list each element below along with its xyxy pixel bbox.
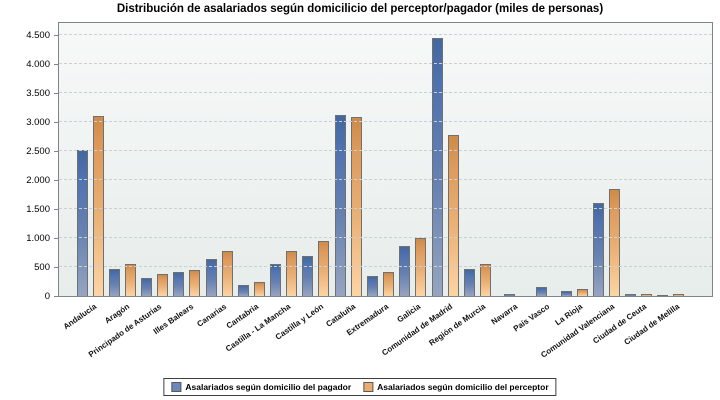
bar-group	[300, 23, 332, 296]
y-tick-mark	[54, 238, 58, 239]
bar-orange-2	[124, 264, 136, 296]
bar-orange-1	[92, 115, 104, 296]
bar-group	[106, 23, 138, 296]
gridline	[59, 179, 712, 180]
gridline	[59, 237, 712, 238]
legend-swatch-icon	[171, 382, 182, 392]
bar-orange-10	[383, 272, 395, 296]
bar-group	[558, 23, 590, 296]
bar-blue-15	[536, 287, 548, 296]
y-tick-label: 3.000	[26, 117, 50, 128]
gridline	[59, 63, 712, 64]
y-tick-label: 4.000	[26, 59, 50, 70]
bar-blue-4	[173, 271, 185, 296]
y-tick-label: 4.500	[26, 30, 50, 41]
bar-orange-8	[318, 240, 330, 296]
y-tick-mark	[54, 209, 58, 210]
y-tick-mark	[54, 64, 58, 65]
bar-group	[493, 23, 525, 296]
y-tick-mark	[54, 267, 58, 268]
y-tick-label: 2.000	[26, 175, 50, 186]
bar-blue-3	[141, 278, 153, 296]
gridline	[59, 266, 712, 267]
bar-blue-2	[108, 269, 120, 296]
legend-swatch-icon	[363, 382, 374, 392]
bar-orange-7	[286, 250, 298, 296]
bar-blue-12	[431, 37, 443, 296]
bar-group	[364, 23, 396, 296]
legend: Asalariados según domicilio del pagador A…	[163, 378, 557, 396]
bar-orange-4	[189, 269, 201, 296]
bar-blue-19	[657, 295, 669, 296]
bar-orange-19	[673, 294, 685, 296]
gridline	[59, 150, 712, 151]
gridline	[59, 34, 712, 35]
bar-orange-16	[576, 289, 588, 296]
bar-group	[171, 23, 203, 296]
bar-blue-13	[463, 269, 475, 296]
legend-item: Asalariados según domicilio del pagador	[171, 382, 351, 392]
bar-blue-7	[270, 264, 282, 296]
bar-group	[429, 23, 461, 296]
bar-group	[235, 23, 267, 296]
bar-orange-18	[641, 294, 653, 296]
gridline	[59, 208, 712, 209]
plot-area	[58, 22, 713, 297]
bar-group	[203, 23, 235, 296]
bar-blue-9	[334, 115, 346, 296]
y-tick-mark	[54, 35, 58, 36]
y-tick-label: 2.500	[26, 146, 50, 157]
legend-label: Asalariados según domicilio del percepto…	[377, 382, 549, 392]
bar-blue-6	[237, 284, 249, 296]
bar-orange-6	[253, 282, 265, 296]
y-tick-mark	[54, 122, 58, 123]
bar-group	[397, 23, 429, 296]
y-tick-label: 1.000	[26, 233, 50, 244]
bar-blue-11	[399, 246, 411, 296]
bar-blue-8	[302, 255, 314, 296]
bar-orange-3	[157, 273, 169, 296]
bar-blue-14	[504, 293, 516, 296]
y-tick-mark	[54, 296, 58, 297]
bar-blue-18	[625, 293, 637, 296]
bar-group	[526, 23, 558, 296]
bar-group	[139, 23, 171, 296]
bar-group	[461, 23, 493, 296]
y-tick-mark	[54, 151, 58, 152]
bar-blue-5	[205, 258, 217, 296]
bars-container	[74, 23, 687, 296]
y-tick-mark	[54, 180, 58, 181]
bar-orange-5	[221, 250, 233, 296]
bar-blue-10	[367, 276, 379, 296]
y-tick-label: 3.500	[26, 88, 50, 99]
legend-label: Asalariados según domicilio del pagador	[185, 382, 352, 392]
y-tick-label: 500	[34, 262, 50, 273]
bar-group	[268, 23, 300, 296]
bar-orange-12	[447, 135, 459, 296]
bar-orange-13	[479, 264, 491, 296]
y-tick-label: 0	[44, 291, 50, 302]
legend-item: Asalariados según domicilio del percepto…	[363, 382, 549, 392]
bar-orange-9	[350, 117, 362, 296]
bar-group	[623, 23, 655, 296]
bar-blue-1	[76, 149, 88, 296]
bar-group	[655, 23, 687, 296]
bar-blue-16	[560, 290, 572, 296]
bar-orange-17	[608, 189, 620, 296]
y-tick-label: 1.500	[26, 204, 50, 215]
bar-orange-11	[415, 238, 427, 296]
gridline	[59, 92, 712, 93]
bar-group	[590, 23, 622, 296]
bar-group	[332, 23, 364, 296]
gridline	[59, 121, 712, 122]
chart-title: Distribución de asalariados según domici…	[116, 3, 604, 15]
y-tick-mark	[54, 93, 58, 94]
bar-blue-17	[592, 203, 604, 296]
